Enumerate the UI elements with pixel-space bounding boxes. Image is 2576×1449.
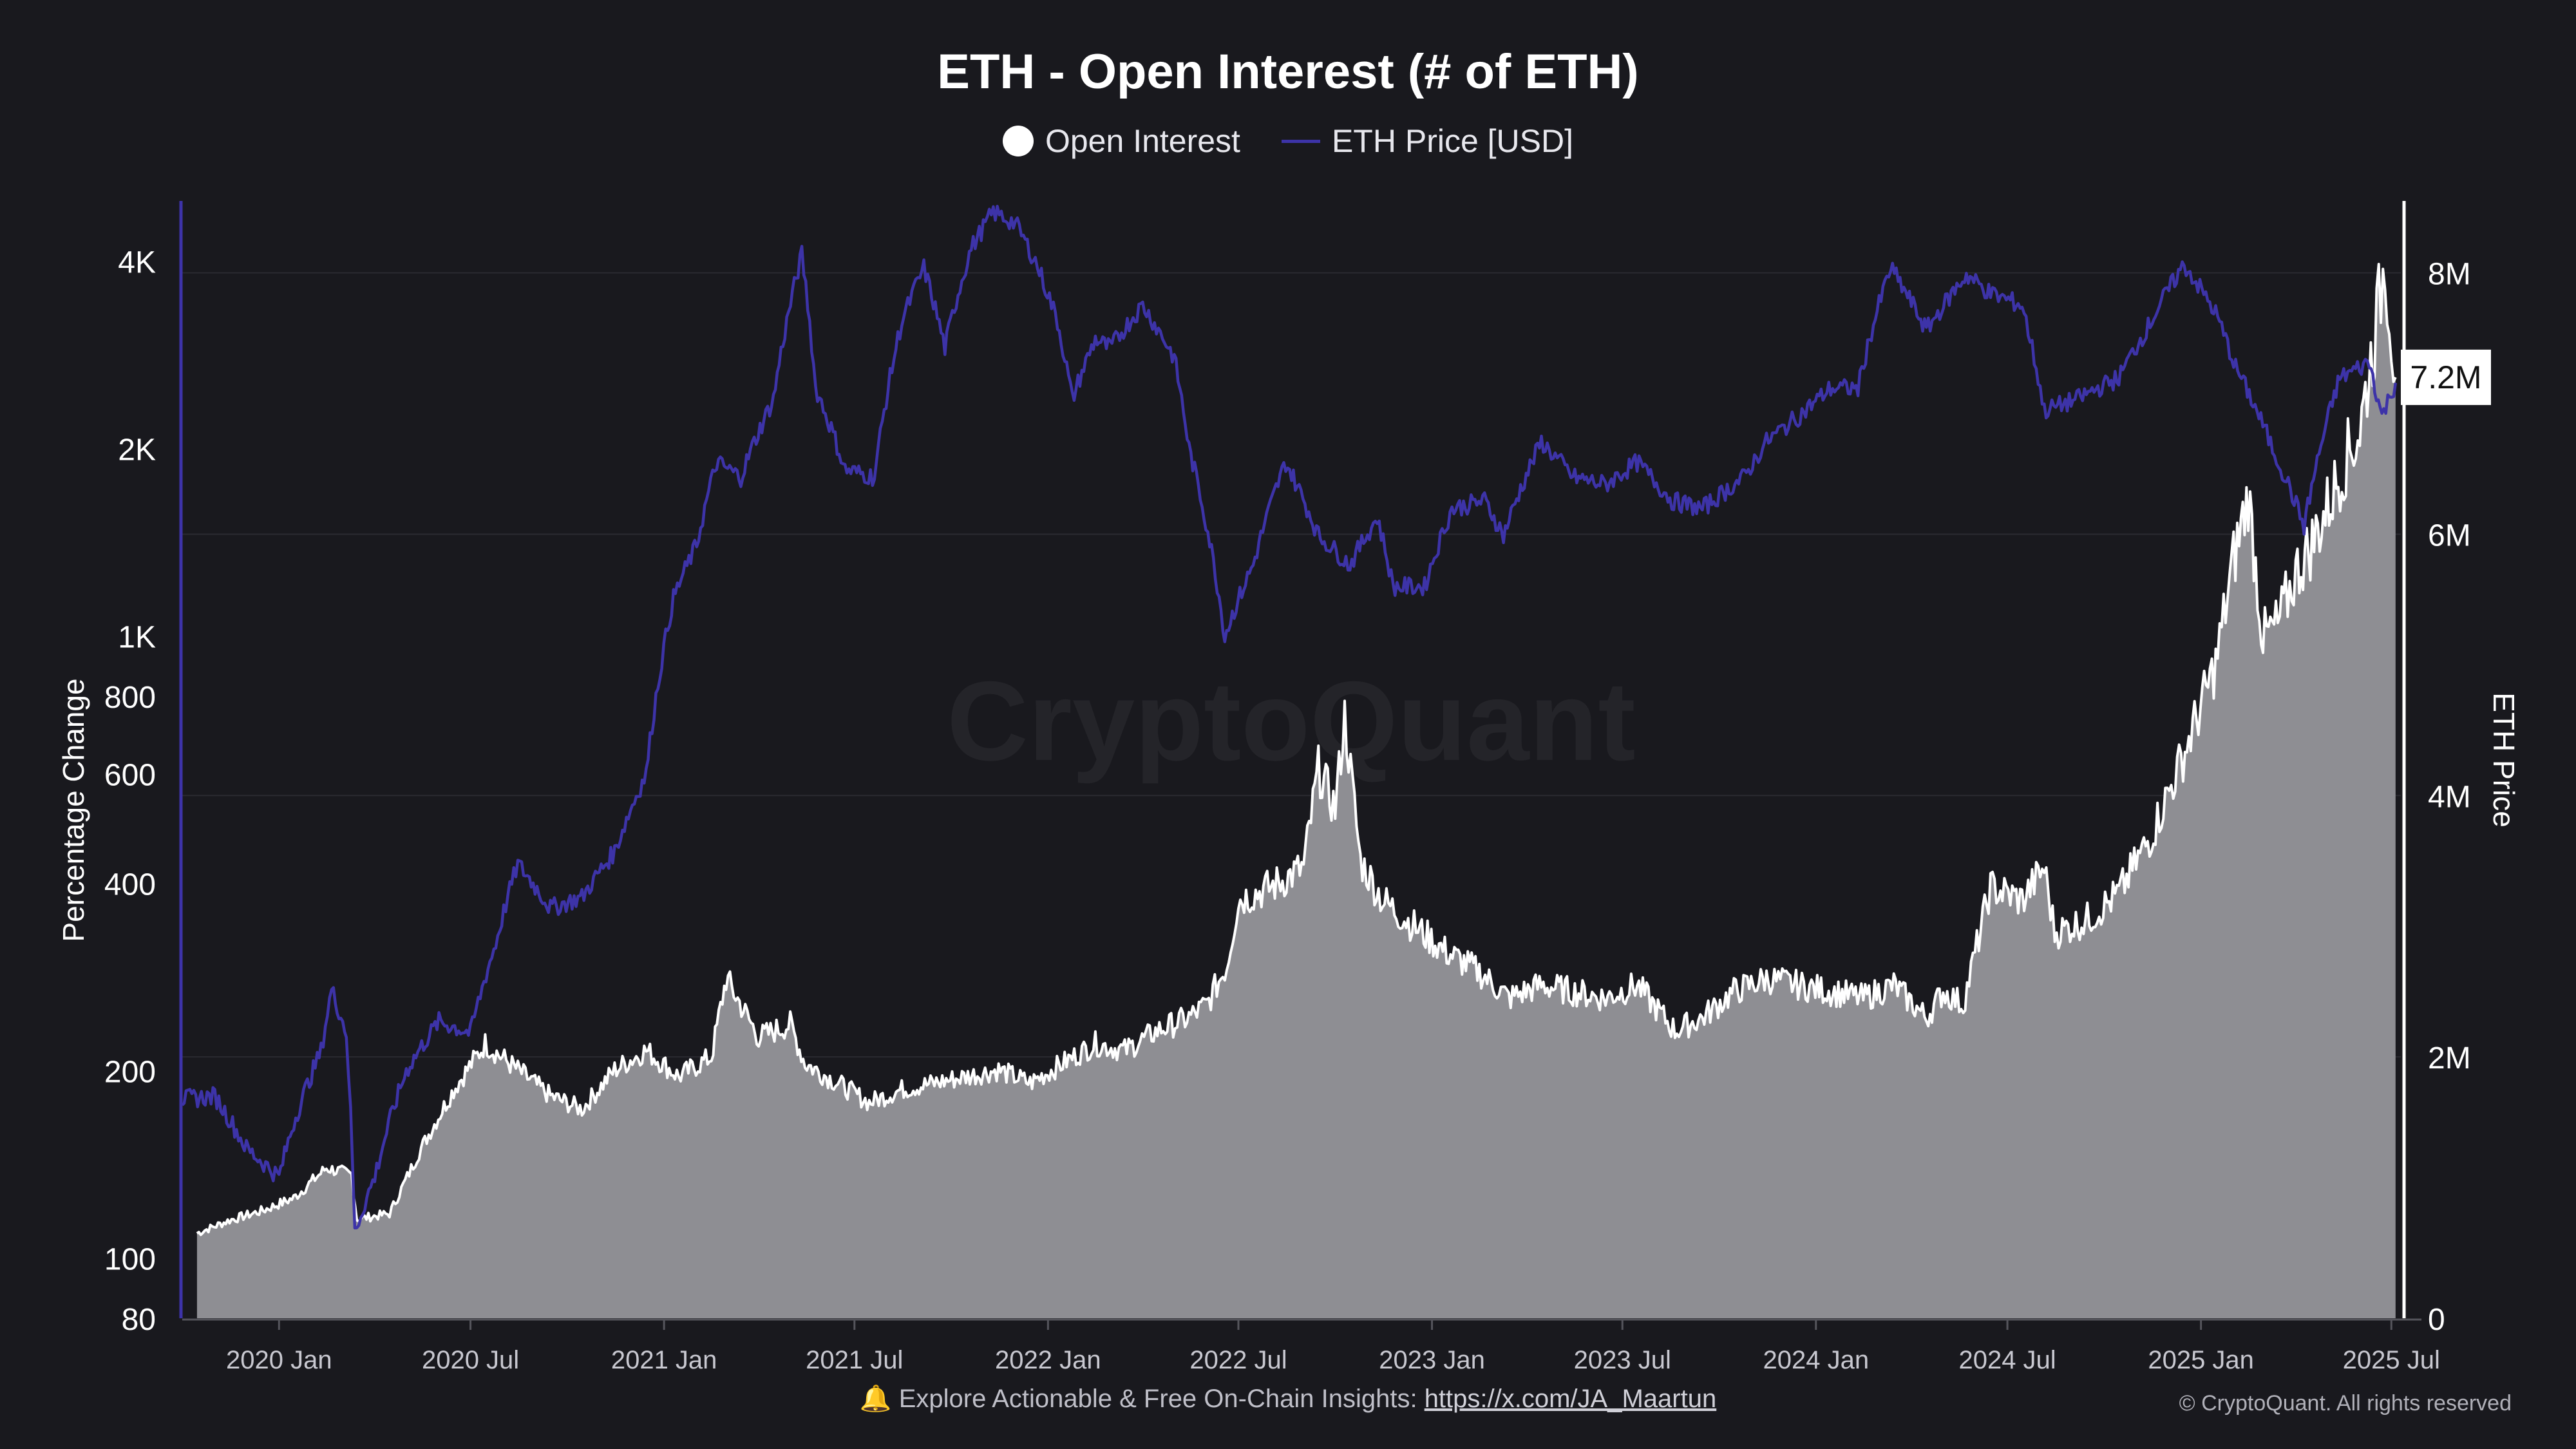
eth-price-line (181, 205, 2398, 1230)
left-axis-ticks: 80 100 200 400 600 800 1K 2K 4K (104, 246, 156, 1337)
x-tick-2024 Jul: 2024 Jul (1958, 1346, 2056, 1374)
left-tick-200: 200 (104, 1056, 156, 1090)
x-tick-2022 Jan: 2022 Jan (995, 1346, 1101, 1374)
x-tick-2023 Jul: 2023 Jul (1574, 1346, 1671, 1374)
footer-prefix: 🔔 Explore Actionable & Free On-Chain Ins… (859, 1385, 1425, 1413)
open-interest-line (196, 263, 2397, 1236)
x-tick-2021 Jan: 2021 Jan (611, 1346, 717, 1374)
right-tick-0: 0 (2428, 1303, 2445, 1337)
x-tick-2024 Jan: 2024 Jan (1763, 1346, 1869, 1374)
x-tick-2025 Jan: 2025 Jan (2148, 1346, 2254, 1374)
open-interest-series (196, 263, 2397, 1319)
left-tick-600: 600 (104, 759, 156, 793)
open-interest-area (196, 264, 2396, 1319)
x-tick-2020 Jan: 2020 Jan (226, 1346, 332, 1374)
right-tick-6M: 6M (2428, 518, 2471, 553)
x-tick-2020 Jul: 2020 Jul (422, 1346, 519, 1374)
legend-label-open-interest: Open Interest (1045, 123, 1240, 159)
chart-title: ETH - Open Interest (# of ETH) (937, 44, 1639, 99)
right-tick-4M: 4M (2428, 780, 2471, 814)
right-axis-ticks: 0 2M 4M 6M 8M (2428, 258, 2471, 1337)
left-tick-800: 800 (104, 681, 156, 715)
x-tick-2023 Jan: 2023 Jan (1379, 1346, 1485, 1374)
watermark: CryptoQuant (947, 659, 1635, 784)
legend-swatch-open-interest (1002, 126, 1034, 156)
legend-item-eth-price[interactable]: ETH Price [USD] (1281, 122, 1574, 160)
legend-swatch-eth-price (1281, 139, 1320, 143)
left-axis-label: Percentage Change (57, 678, 90, 942)
right-axis-label: ETH Price (2487, 692, 2521, 828)
right-tick-8M: 8M (2428, 258, 2471, 292)
legend-item-open-interest[interactable]: Open Interest (1002, 122, 1240, 160)
legend-label-eth-price: ETH Price [USD] (1331, 123, 1574, 159)
left-tick-2K: 2K (118, 433, 156, 467)
x-tick-2021 Jul: 2021 Jul (806, 1346, 903, 1374)
footer-link[interactable]: https://x.com/JA_Maartun (1424, 1385, 1717, 1413)
x-tick-2022 Jul: 2022 Jul (1189, 1346, 1287, 1374)
eth-price-series (181, 205, 2398, 1230)
left-tick-80: 80 (122, 1303, 156, 1337)
x-axis-ticks: 2020 Jan 2020 Jul 2021 Jan 2021 Jul 2022 Jan… (226, 1320, 2440, 1374)
footer-insights: 🔔 Explore Actionable & Free On-Chain Ins… (0, 1383, 2576, 1414)
right-tick-2M: 2M (2428, 1041, 2471, 1075)
left-tick-1K: 1K (118, 620, 156, 654)
current-value-badge-text: 7.2M (2410, 359, 2481, 395)
legend: Open Interest ETH Price [USD] (0, 122, 2576, 160)
left-tick-400: 400 (104, 868, 156, 902)
current-value-badge-bg (2401, 349, 2491, 405)
left-tick-4K: 4K (118, 246, 156, 280)
current-value-badge: 7.2M (2401, 349, 2491, 405)
copyright: © CryptoQuant. All rights reserved (2179, 1391, 2512, 1416)
x-tick-2025 Jul: 2025 Jul (2343, 1346, 2440, 1374)
left-tick-100: 100 (104, 1242, 156, 1276)
